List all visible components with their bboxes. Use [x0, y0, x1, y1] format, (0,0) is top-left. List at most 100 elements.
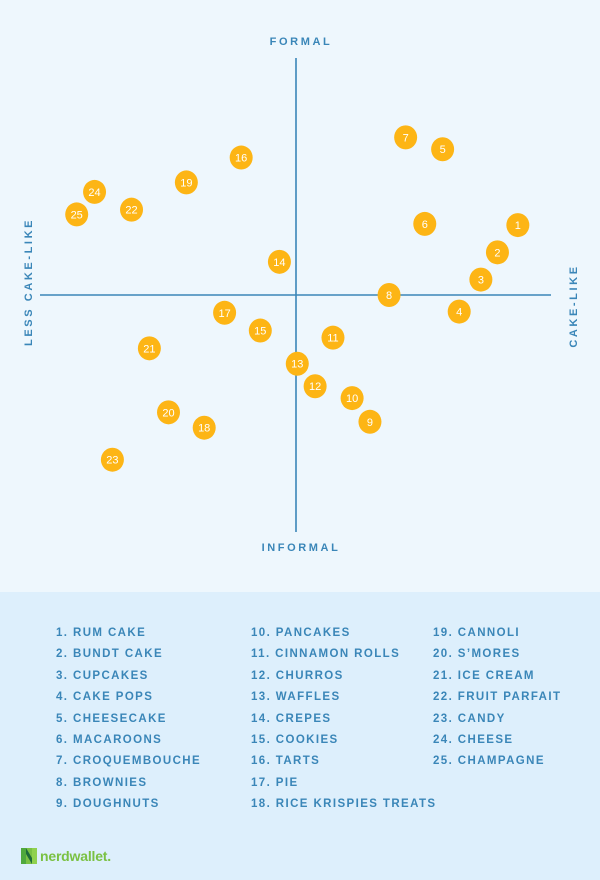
scatter-plot: 1234567891011121314151617181920212223242… — [40, 58, 551, 532]
data-point-label: 5 — [440, 144, 446, 156]
legend-item: 21. ICE CREAM — [433, 669, 535, 682]
data-point: 9 — [358, 409, 382, 434]
data-point-marker — [174, 170, 198, 195]
data-point: 24 — [83, 179, 107, 204]
data-point: 12 — [303, 374, 327, 399]
data-point-label: 4 — [456, 307, 462, 319]
data-point-label: 17 — [218, 308, 230, 320]
data-point: 3 — [469, 267, 493, 292]
data-point-marker — [83, 179, 107, 204]
legend-item: 23. CANDY — [433, 712, 506, 725]
data-point-marker — [431, 137, 455, 162]
data-point-label: 2 — [494, 247, 500, 259]
legend-column: 10. PANCAKES 11. CINNAMON ROLLS 12. CHURRO… — [251, 626, 436, 819]
data-point-label: 12 — [309, 381, 321, 393]
legend-item: 12. CHURROS — [251, 669, 344, 682]
data-point: 17 — [213, 300, 237, 325]
data-point: 11 — [321, 325, 345, 350]
legend-item: 5. CHEESECAKE — [56, 712, 167, 725]
data-point-marker — [447, 299, 471, 324]
data-point-label: 6 — [422, 219, 428, 231]
data-point-marker — [192, 415, 216, 440]
data-point-label: 19 — [180, 177, 192, 189]
data-point: 15 — [248, 318, 272, 343]
data-point-marker — [485, 240, 509, 265]
axis-label-right: CAKE-LIKE — [568, 264, 580, 348]
legend-item: 11. CINNAMON ROLLS — [251, 648, 401, 661]
data-point-label: 23 — [106, 455, 118, 467]
data-point-label: 13 — [291, 359, 303, 371]
data-point: 21 — [137, 336, 161, 361]
data-point-marker — [303, 374, 327, 399]
data-point-marker — [321, 325, 345, 350]
data-point: 25 — [65, 202, 89, 227]
data-point: 23 — [100, 447, 124, 472]
data-point-label: 7 — [403, 132, 409, 144]
legend-item: 10. PANCAKES — [251, 627, 351, 639]
data-point-marker — [358, 409, 382, 434]
legend-item: 22. FRUIT PARFAIT — [433, 691, 562, 704]
data-point: 2 — [485, 240, 509, 265]
data-point-marker — [413, 211, 437, 236]
legend-item: 20. S’MORES — [433, 648, 521, 661]
legend-item: 19. CANNOLI — [433, 627, 520, 639]
legend-item: 3. CUPCAKES — [56, 669, 149, 682]
data-point: 20 — [157, 400, 180, 425]
data-point-marker — [248, 318, 272, 343]
legend-item: 14. CREPES — [251, 712, 332, 725]
legend-item: 6. MACAROONS — [56, 733, 163, 746]
data-point-label: 20 — [162, 407, 174, 419]
data-point-label: 16 — [235, 153, 247, 165]
data-point-marker — [120, 197, 144, 222]
data-point: 13 — [285, 351, 309, 376]
data-point: 18 — [192, 415, 216, 440]
legend-item: 17. PIE — [251, 776, 299, 789]
legend-panel: 1. RUM CAKE 2. BUNDT CAKE 3. CUPCAKES 4. CA… — [0, 592, 600, 880]
data-point-marker — [157, 400, 180, 425]
axis-label-bottom: INFORMAL — [261, 542, 341, 554]
data-point: 7 — [394, 125, 418, 150]
legend-item: 4. CAKE POPS — [56, 691, 154, 704]
data-point-label: 8 — [386, 290, 392, 302]
data-point: 5 — [431, 137, 455, 162]
data-point-label: 11 — [327, 333, 338, 345]
legend-item: 15. COOKIES — [251, 733, 339, 746]
data-point-label: 1 — [515, 220, 521, 232]
axis-label-left: LESS CAKE-LIKE — [23, 217, 35, 346]
data-point-label: 25 — [71, 209, 83, 221]
data-point-marker — [506, 213, 530, 238]
data-point: 16 — [229, 145, 253, 170]
legend-item: 16. TARTS — [251, 755, 321, 768]
data-point-label: 21 — [143, 343, 155, 355]
data-point-label: 18 — [198, 423, 210, 435]
legend-column: 19. CANNOLI 20. S’MORES 21. ICE CREAM 22. F… — [433, 626, 561, 776]
data-point-label: 24 — [88, 187, 100, 199]
legend-column: 1. RUM CAKE 2. BUNDT CAKE 3. CUPCAKES 4. CA… — [56, 626, 201, 819]
data-point-marker — [394, 125, 418, 150]
data-point-marker — [377, 283, 401, 307]
brand-name: nerdwallet. — [40, 848, 111, 864]
data-point-label: 10 — [346, 393, 358, 405]
data-point: 6 — [413, 211, 437, 236]
data-point-marker — [100, 447, 124, 472]
data-point-marker — [213, 300, 237, 325]
legend-item: 13. WAFFLES — [251, 691, 341, 704]
data-point: 10 — [340, 386, 364, 411]
data-point-label: 3 — [478, 275, 484, 287]
data-point-marker — [229, 145, 253, 170]
legend-item: 2. BUNDT CAKE — [56, 648, 164, 661]
brand-logo: nerdwallet. — [21, 848, 111, 864]
data-point: 4 — [447, 299, 471, 324]
data-point: 1 — [506, 213, 530, 238]
data-point-marker — [469, 267, 493, 292]
legend-item: 24. CHEESE — [433, 733, 514, 746]
data-point-marker — [267, 249, 291, 274]
legend-item: 7. CROQUEMBOUCHE — [56, 755, 202, 768]
data-point: 19 — [174, 170, 198, 195]
legend-item: 18. RICE KRISPIES TREATS — [251, 798, 437, 811]
chart-area: 1 2 3 4 5 6 7 8 9 10 11 12 13 14 15 16 17 18 19 20 21 22 23 24 2… — [23, 36, 580, 554]
data-point-label: 15 — [254, 326, 266, 338]
axis-label-top: FORMAL — [269, 36, 333, 48]
data-point-label: 22 — [125, 205, 137, 217]
legend-item: 25. CHAMPAGNE — [433, 755, 545, 768]
